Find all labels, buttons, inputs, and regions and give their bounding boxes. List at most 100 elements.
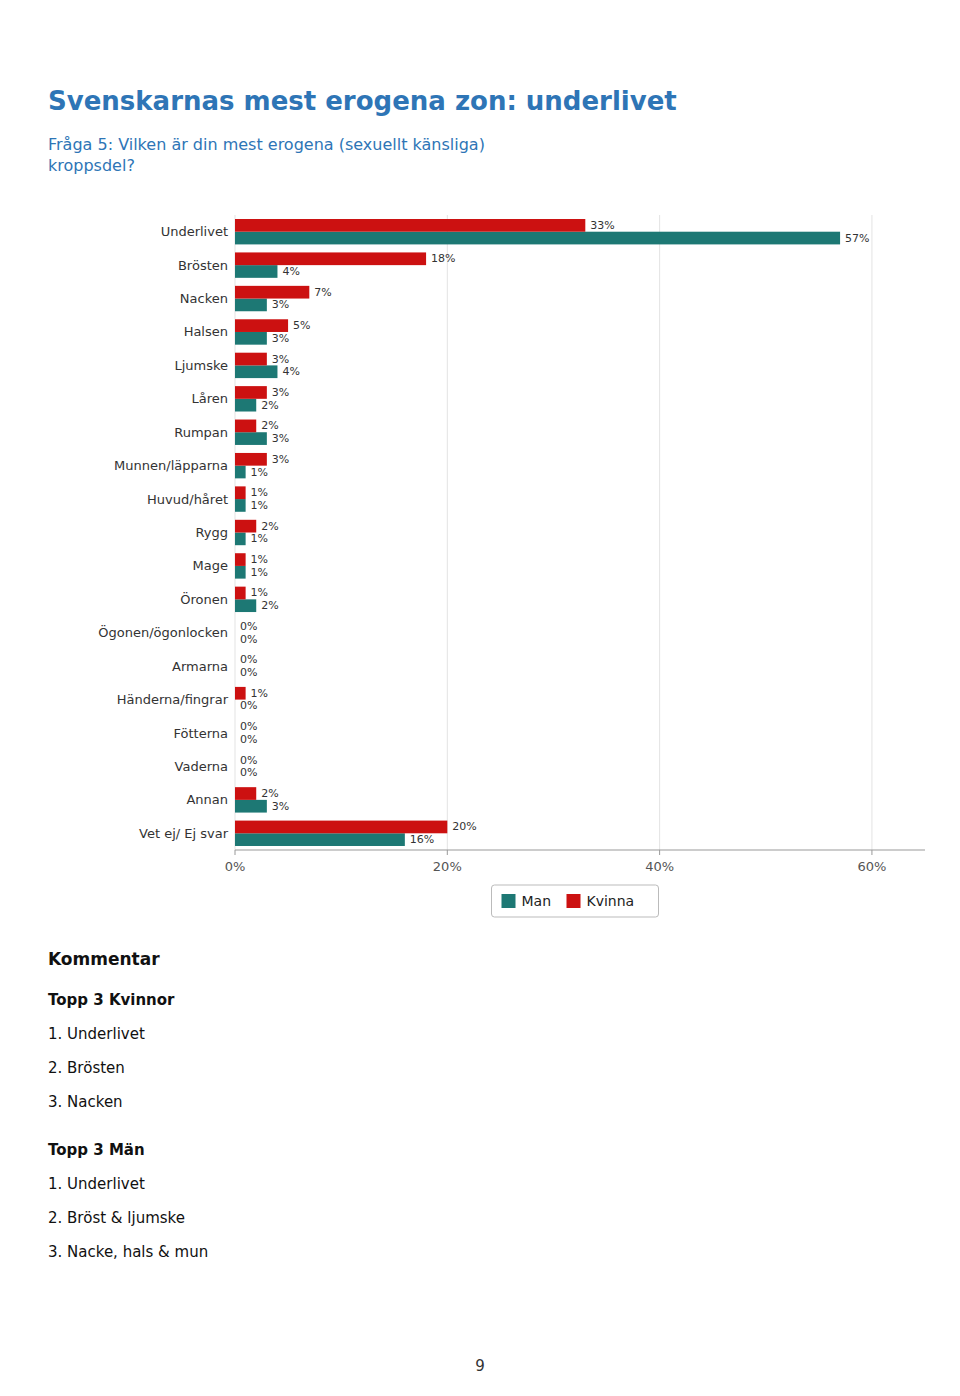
data-label: 4% <box>282 265 299 278</box>
bar <box>235 633 236 646</box>
data-label: 0% <box>240 653 257 666</box>
data-label: 4% <box>282 365 299 378</box>
bar <box>235 365 277 378</box>
data-label: 3% <box>272 332 289 345</box>
data-label: 1% <box>251 532 268 545</box>
bar <box>235 252 426 265</box>
data-label: 0% <box>240 699 257 712</box>
data-label: 16% <box>410 833 434 846</box>
data-label: 1% <box>251 566 268 579</box>
bar <box>235 353 267 366</box>
data-label: 3% <box>272 800 289 813</box>
data-label: 1% <box>251 466 268 479</box>
x-tick <box>235 850 236 855</box>
bar <box>235 720 236 733</box>
legend: Man Kvinna <box>492 885 659 917</box>
bar <box>235 466 246 479</box>
bar <box>235 700 236 713</box>
legend-swatch <box>502 894 516 908</box>
bar <box>235 754 236 767</box>
bar <box>235 319 288 332</box>
data-labels: 57%4%3%3%4%2%3%1%1%1%1%2%0%0%0%0%0%3%16%… <box>240 219 870 846</box>
data-label: 2% <box>261 419 278 432</box>
chart: Svenskarnas mest erogena zon: underlivet… <box>0 0 960 1396</box>
category-label: Huvud/håret <box>147 492 228 507</box>
comment-item: 1. Underlivet <box>48 1025 145 1043</box>
bar <box>235 399 256 412</box>
bar <box>235 432 267 445</box>
data-label: 33% <box>590 219 614 232</box>
bar <box>235 787 256 800</box>
legend-label: Man <box>522 893 552 909</box>
x-tick-label: 0% <box>225 859 246 874</box>
bar <box>235 566 246 579</box>
data-label: 1% <box>251 687 268 700</box>
data-label: 2% <box>261 520 278 533</box>
data-label: 1% <box>251 553 268 566</box>
comment-item: 2. Brösten <box>48 1059 125 1077</box>
category-label: Nacken <box>180 291 228 306</box>
category-label: Låren <box>191 391 228 406</box>
bar <box>235 520 256 533</box>
bar <box>235 833 405 846</box>
category-label: Händerna/fingrar <box>117 692 229 707</box>
bar <box>235 733 236 746</box>
category-label: Öronen <box>180 591 228 607</box>
data-label: 1% <box>251 486 268 499</box>
data-label: 0% <box>240 754 257 767</box>
x-tick-label: 60% <box>857 859 886 874</box>
data-label: 3% <box>272 353 289 366</box>
data-label: 18% <box>431 252 455 265</box>
comment-item: 3. Nacke, hals & mun <box>48 1243 208 1261</box>
data-label: 20% <box>452 820 476 833</box>
grid-line <box>447 215 448 850</box>
subtitle: Fråga 5: Vilken är din mest erogena (sex… <box>48 135 485 175</box>
bar <box>235 265 277 278</box>
data-label: 1% <box>251 499 268 512</box>
category-label: Halsen <box>184 324 228 339</box>
data-label: 57% <box>845 232 869 245</box>
bar <box>235 453 267 466</box>
data-label: 0% <box>240 733 257 746</box>
data-label: 3% <box>272 453 289 466</box>
bar <box>235 620 236 633</box>
bar <box>235 553 246 566</box>
data-label: 3% <box>272 298 289 311</box>
x-tick-label: 20% <box>433 859 462 874</box>
category-label: Rumpan <box>174 425 228 440</box>
data-label: 2% <box>261 399 278 412</box>
bars <box>235 219 840 846</box>
data-label: 0% <box>240 633 257 646</box>
bar <box>235 533 246 546</box>
bar <box>235 486 246 499</box>
data-label: 0% <box>240 766 257 779</box>
data-label: 0% <box>240 720 257 733</box>
data-label: 0% <box>240 666 257 679</box>
bar <box>235 420 256 433</box>
category-label: Mage <box>193 558 228 573</box>
legend-swatch <box>567 894 581 908</box>
grid-line <box>659 215 660 850</box>
bar <box>235 286 309 299</box>
data-label: 3% <box>272 432 289 445</box>
x-axis <box>235 850 925 851</box>
grid-line <box>871 215 872 850</box>
data-label: 2% <box>261 599 278 612</box>
category-label: Brösten <box>178 258 228 273</box>
x-tick <box>447 850 448 855</box>
data-label: 2% <box>261 787 278 800</box>
comment-heading: Kommentar <box>48 949 160 969</box>
data-label: 1% <box>251 586 268 599</box>
comment-item: 2. Bröst & ljumske <box>48 1209 185 1227</box>
data-label: 3% <box>272 386 289 399</box>
background <box>0 0 960 1396</box>
legend-label: Kvinna <box>587 893 635 909</box>
comment-item: 1. Underlivet <box>48 1175 145 1193</box>
category-label: Armarna <box>172 659 228 674</box>
bar <box>235 800 267 813</box>
category-label: Vaderna <box>175 759 228 774</box>
category-label: Munnen/läpparna <box>114 458 228 473</box>
bar <box>235 653 236 666</box>
x-tick-label: 40% <box>645 859 674 874</box>
comment-subheading: Topp 3 Män <box>48 1141 145 1159</box>
